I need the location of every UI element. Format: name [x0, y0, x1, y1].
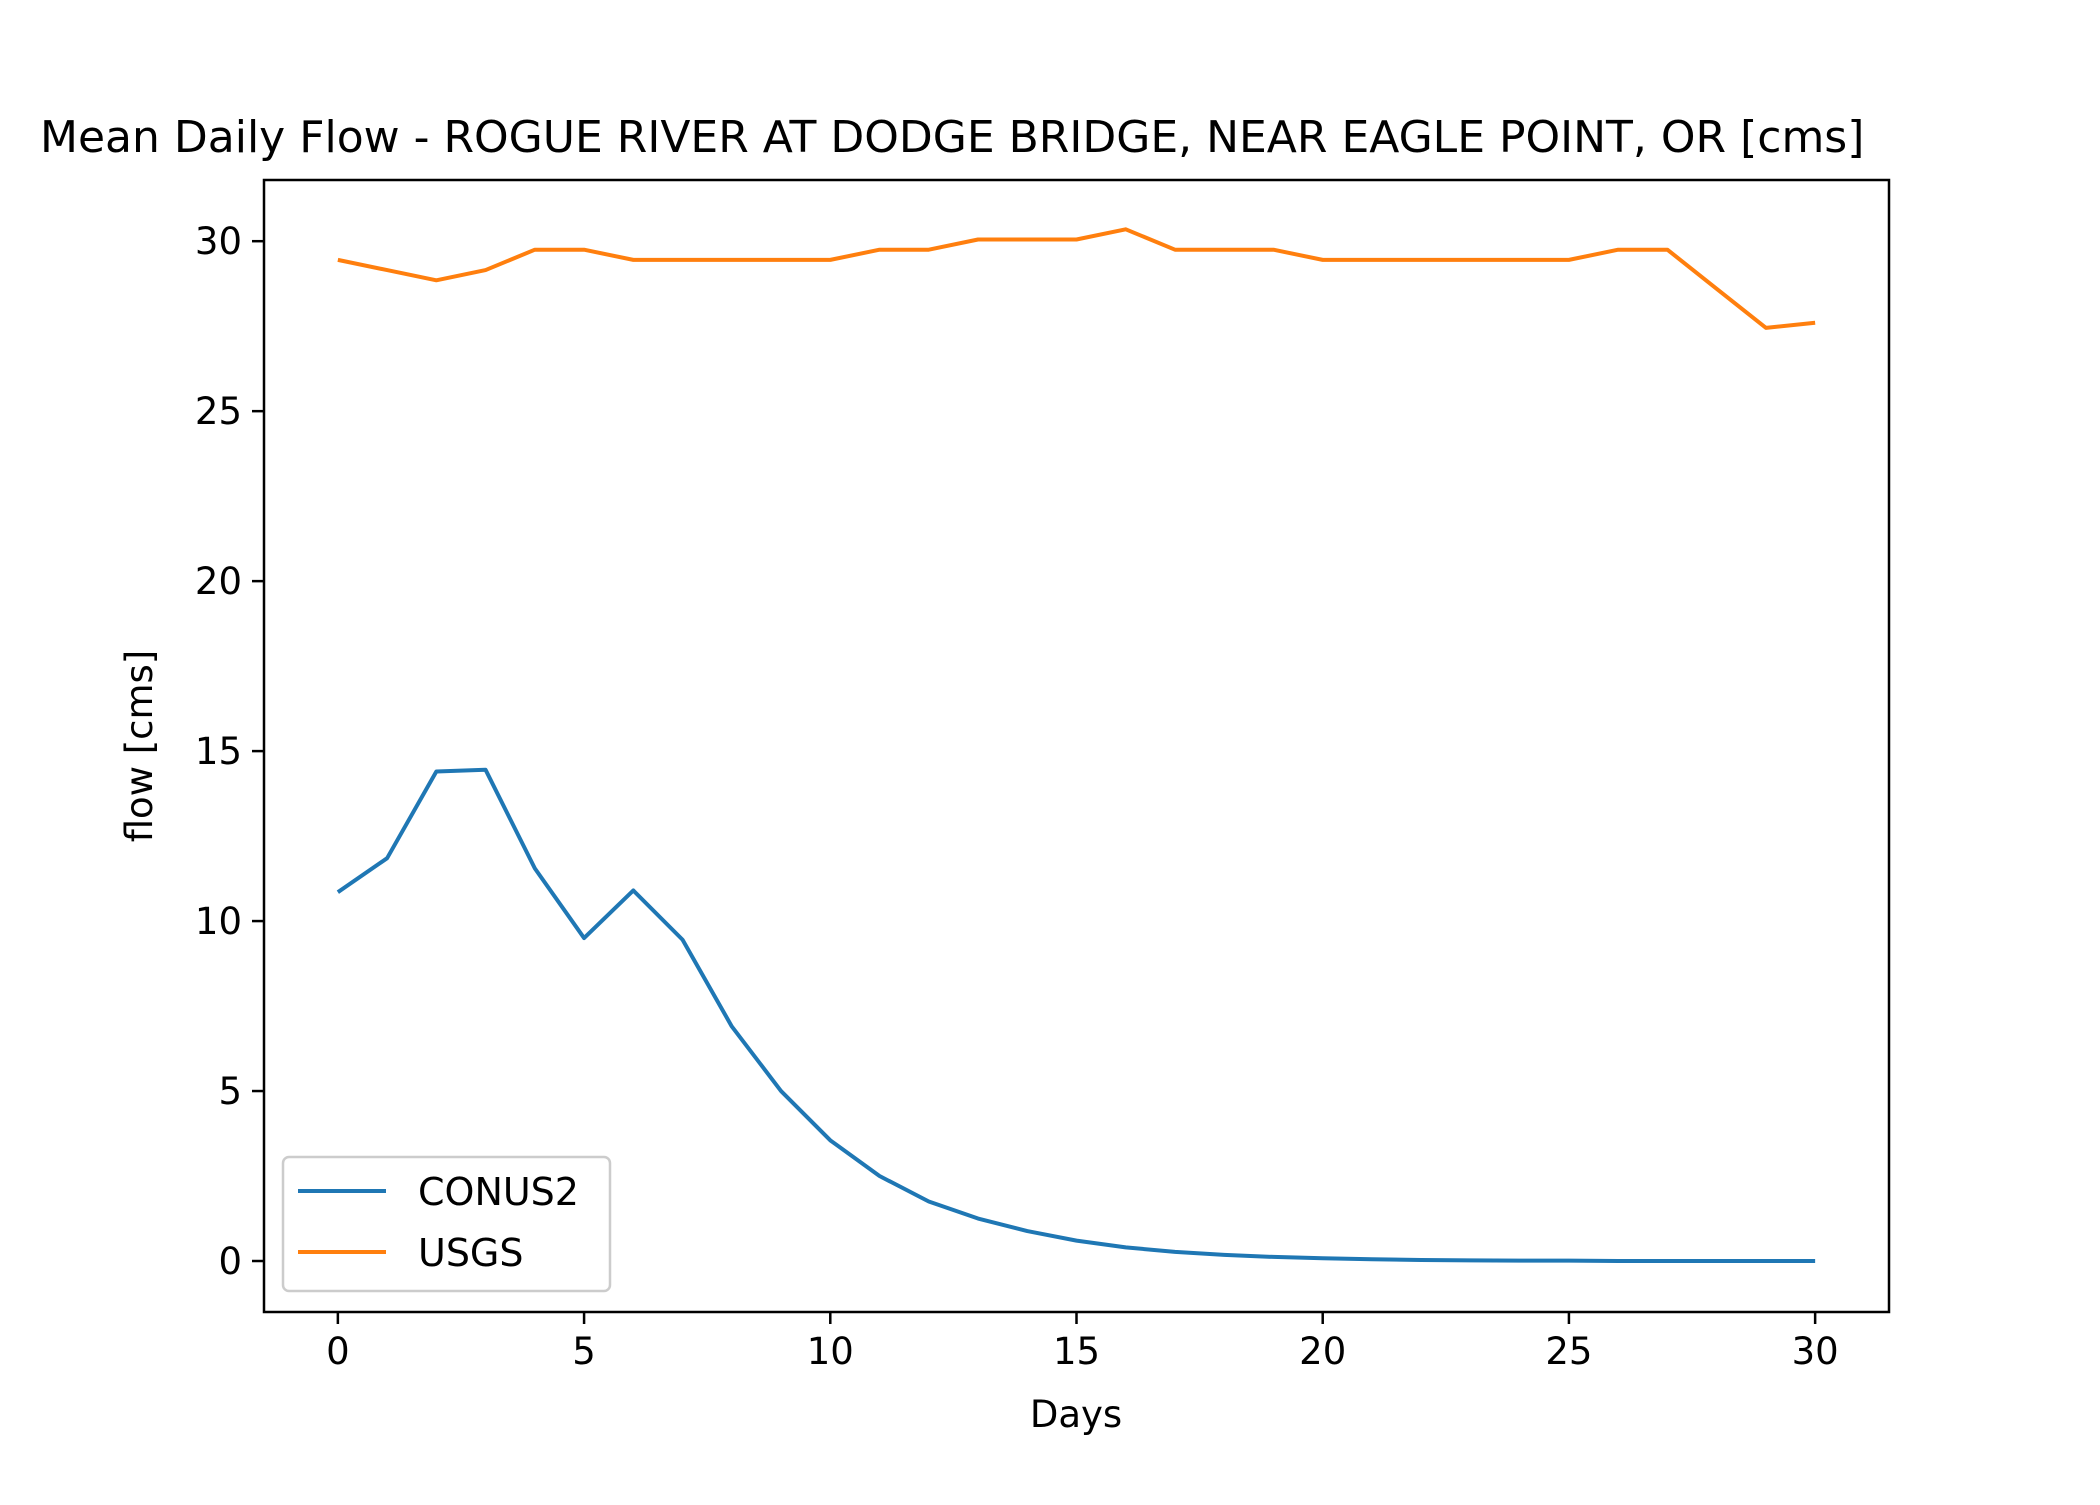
y-tick-label: 25: [195, 390, 242, 433]
x-tick-label: 0: [326, 1330, 350, 1373]
series-lines: [336, 227, 1816, 1264]
x-axis: 0 5 10 15 20 25 30: [326, 1312, 1839, 1373]
x-tick-label: 30: [1792, 1330, 1839, 1373]
x-tick-label: 10: [807, 1330, 854, 1373]
x-tick-label: 15: [1053, 1330, 1100, 1373]
legend-label-usgs: USGS: [418, 1231, 524, 1275]
x-tick-label: 25: [1545, 1330, 1592, 1373]
legend-label-conus2: CONUS2: [418, 1170, 579, 1214]
y-axis-label: flow [cms]: [118, 650, 161, 843]
y-tick-label: 20: [195, 560, 242, 603]
y-tick-label: 10: [195, 900, 242, 943]
series-line-conus2: [336, 767, 1816, 1264]
y-tick-label: 30: [195, 220, 242, 263]
y-axis: 0 5 10 15 20 25 30: [195, 220, 264, 1283]
x-axis-label: Days: [1030, 1393, 1122, 1436]
chart-title: Mean Daily Flow - ROGUE RIVER AT DODGE B…: [40, 112, 1864, 163]
y-tick-label: 5: [218, 1070, 242, 1113]
y-tick-label: 0: [218, 1240, 242, 1283]
x-tick-label: 20: [1299, 1330, 1346, 1373]
x-tick-label: 5: [572, 1330, 596, 1373]
legend: CONUS2 USGS: [281, 1155, 612, 1293]
y-tick-label: 15: [195, 730, 242, 773]
plot-area-frame: [262, 178, 1891, 1314]
series-line-usgs: [337, 227, 1816, 330]
